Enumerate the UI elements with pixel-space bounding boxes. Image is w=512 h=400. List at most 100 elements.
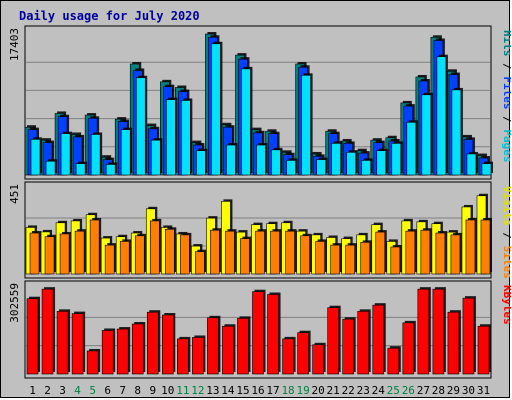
legend-entry: / xyxy=(501,110,511,130)
x-tick-label: 19 xyxy=(296,384,309,397)
panel-frame-hits-files-pages xyxy=(24,25,492,180)
x-tick-label: 8 xyxy=(134,384,141,397)
bar-kbytes xyxy=(116,328,129,375)
bar-sites xyxy=(300,235,310,275)
bar-kbytes xyxy=(477,325,490,375)
bar-sites xyxy=(44,236,55,275)
bar-kbytes xyxy=(372,304,385,375)
bar-pages xyxy=(211,43,221,176)
bar-sites xyxy=(420,229,431,275)
bar-kbytes xyxy=(357,311,370,375)
bar-kbytes xyxy=(101,330,114,375)
bar-sites xyxy=(360,242,371,275)
legend-entry: / xyxy=(501,57,511,77)
bar-sites xyxy=(195,251,205,275)
x-tick-label: 6 xyxy=(104,384,111,397)
bar-kbytes xyxy=(297,332,309,375)
bar-pages xyxy=(421,94,432,176)
bar-kbytes xyxy=(402,322,415,375)
bar-kbytes xyxy=(237,318,249,375)
bar-sites xyxy=(210,229,220,275)
bar-pages xyxy=(196,150,206,176)
bar-sites xyxy=(375,231,386,275)
legend-label: KBytes xyxy=(501,285,511,325)
x-tick-label: 15 xyxy=(236,384,249,397)
bar-pages xyxy=(361,160,372,176)
bar-sites xyxy=(345,244,355,275)
bar-kbytes xyxy=(26,298,39,375)
x-tick-label: 26 xyxy=(402,384,415,397)
bar-sites xyxy=(59,233,70,275)
x-tick-label: 30 xyxy=(462,384,475,397)
bar-pages xyxy=(451,89,462,176)
bar-sites xyxy=(315,241,325,275)
bar-sites xyxy=(390,246,401,275)
x-tick-label: 1 xyxy=(29,384,36,397)
x-tick-label: 4 xyxy=(74,384,81,397)
bar-kbytes xyxy=(282,338,294,375)
bar-kbytes xyxy=(387,347,400,375)
bar-kbytes xyxy=(432,288,445,375)
bar-sites xyxy=(240,238,250,275)
x-tick-label: 14 xyxy=(221,384,235,397)
legend-entry: Visits xyxy=(501,186,511,226)
bar-kbytes xyxy=(177,338,189,375)
bar-kbytes xyxy=(56,311,69,375)
bar-sites xyxy=(74,230,85,275)
bar-pages xyxy=(30,139,41,176)
x-tick-label: 24 xyxy=(372,384,386,397)
bar-sites xyxy=(225,230,235,275)
legend-label: Visits / Sites xyxy=(501,186,511,279)
bar-kbytes xyxy=(252,291,264,375)
x-tick-label: 5 xyxy=(89,384,96,397)
bar-pages xyxy=(181,100,191,176)
x-tick-label: 11 xyxy=(176,384,189,397)
bar-sites xyxy=(330,244,340,275)
bar-pages xyxy=(166,99,176,176)
bar-pages xyxy=(150,139,161,176)
bar-sites xyxy=(104,244,115,275)
legend-label: Hits / Files / Pages xyxy=(501,30,511,163)
bar-sites xyxy=(465,219,476,275)
bar-pages xyxy=(331,143,341,176)
bar-kbytes xyxy=(417,288,430,375)
x-tick-label: 20 xyxy=(312,384,325,397)
bar-pages xyxy=(271,149,281,176)
bar-pages xyxy=(406,122,417,176)
bar-kbytes xyxy=(192,337,204,375)
bar-pages xyxy=(90,134,101,176)
bar-kbytes xyxy=(222,325,234,375)
bar-pages xyxy=(256,144,266,176)
bar-kbytes xyxy=(342,318,354,375)
bar-kbytes xyxy=(131,323,144,375)
legend-entry: KBytes xyxy=(501,285,511,325)
x-tick-label: 25 xyxy=(387,384,400,397)
x-tick-label: 17 xyxy=(266,384,279,397)
bar-pages xyxy=(376,150,387,176)
bar-sites xyxy=(255,230,265,275)
x-tick-label: 31 xyxy=(477,384,490,397)
bar-pages xyxy=(45,160,56,176)
bar-pages xyxy=(346,152,356,176)
bar-pages xyxy=(120,129,131,176)
legend-entry: / xyxy=(501,226,511,246)
bar-pages xyxy=(391,143,402,176)
max-label: 451 xyxy=(8,184,21,204)
bar-kbytes xyxy=(162,314,174,375)
x-tick-label: 16 xyxy=(251,384,264,397)
x-tick-label: 7 xyxy=(119,384,126,397)
bar-sites xyxy=(89,219,100,275)
bar-kbytes xyxy=(41,288,54,375)
bar-sites xyxy=(285,230,295,275)
bar-sites xyxy=(149,220,160,275)
legend-entry: Pages xyxy=(501,129,511,162)
bar-pages xyxy=(226,144,236,176)
bar-sites xyxy=(405,230,416,275)
x-tick-label: 22 xyxy=(342,384,355,397)
bar-kbytes xyxy=(267,294,279,375)
x-tick-label: 9 xyxy=(149,384,156,397)
bar-sites xyxy=(270,230,280,275)
x-tick-label: 29 xyxy=(447,384,460,397)
